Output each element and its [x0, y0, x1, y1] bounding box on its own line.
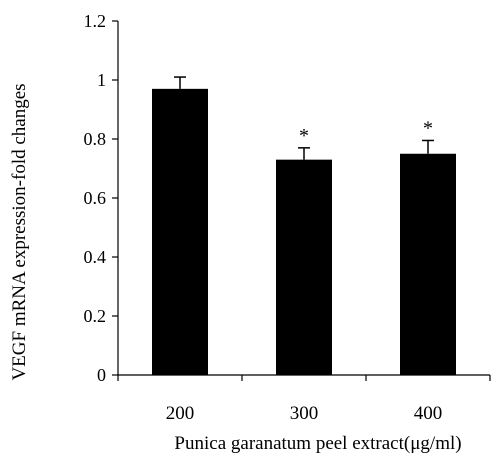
x-category-label: 300 [290, 403, 319, 424]
bar [276, 159, 332, 375]
y-tick-label: 1 [97, 70, 106, 90]
x-category-label: 200 [166, 403, 195, 424]
x-axis [117, 374, 491, 381]
y-axis-title: VEGF mRNA expression-fold changes [9, 83, 30, 380]
y-tick-label: 1.2 [84, 11, 107, 31]
x-ticks [117, 375, 491, 381]
y-tick-label: 0.6 [84, 188, 107, 208]
significance-asterisk: * [423, 117, 433, 139]
x-axis-title: Punica garanatum peel extract(μg/ml) [174, 433, 461, 454]
bar [152, 88, 208, 375]
error-bars [174, 76, 434, 160]
y-tick-label: 0.4 [84, 247, 107, 267]
significance-marks: * * [299, 117, 433, 146]
bar [400, 153, 456, 375]
y-tick-label: 0 [97, 365, 106, 385]
x-category-label: 400 [414, 403, 443, 424]
y-ticks: 0 0.2 0.4 0.6 0.8 1 1.2 [84, 11, 118, 385]
significance-asterisk: * [299, 125, 309, 147]
y-axis: 0 0.2 0.4 0.6 0.8 1 1.2 [84, 11, 119, 385]
y-tick-label: 0.8 [84, 129, 107, 149]
category-labels: 200 300 400 [166, 403, 443, 424]
bars [152, 88, 456, 375]
y-tick-label: 0.2 [84, 306, 107, 326]
